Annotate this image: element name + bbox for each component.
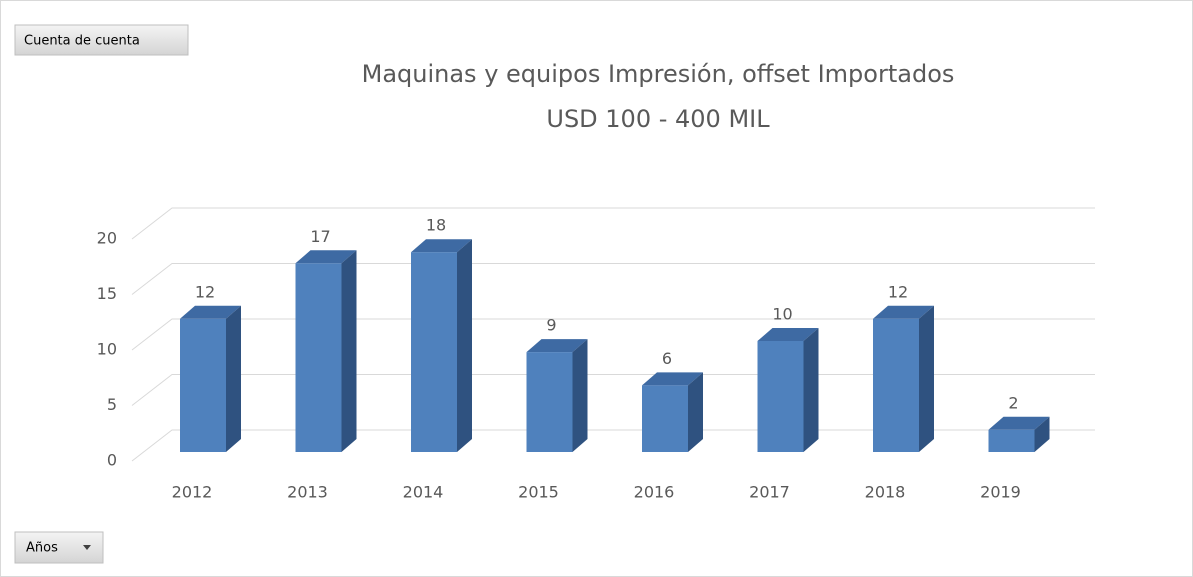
data-label: 12	[888, 282, 908, 301]
x-tick-label: 2019	[980, 483, 1021, 502]
y-tick-label: 20	[97, 229, 117, 248]
value-field-button[interactable]	[14, 24, 189, 56]
x-tick-label: 2016	[634, 483, 675, 502]
bar-top	[526, 339, 588, 353]
x-tick-label: 2014	[403, 483, 444, 502]
bar	[180, 318, 226, 452]
grid-line	[131, 263, 1095, 295]
y-tick-label: 10	[97, 340, 117, 359]
y-tick-label: 0	[107, 451, 117, 470]
bar	[873, 318, 919, 452]
bar	[526, 352, 573, 452]
y-tick-label: 15	[97, 284, 117, 303]
bar	[642, 385, 688, 452]
dropdown-arrow	[83, 545, 91, 550]
bar-side	[688, 372, 703, 452]
bar-top	[873, 305, 934, 319]
data-label: 10	[772, 305, 792, 324]
data-label: 9	[546, 316, 556, 335]
data-label: 6	[662, 349, 672, 368]
data-label: 18	[426, 216, 446, 235]
axis-field-button-label: Años	[26, 541, 58, 556]
bar-side	[803, 328, 819, 452]
bar-top	[411, 239, 472, 253]
bar-top	[988, 416, 1050, 430]
bar-top	[757, 328, 819, 341]
bar-side	[572, 339, 588, 452]
x-tick-label: 2017	[749, 483, 790, 502]
x-tick-label: 2012	[172, 483, 213, 502]
bar-side	[226, 305, 241, 452]
grid-line	[131, 207, 1095, 240]
chart-title: Maquinas y equipos Impresión, offset Imp…	[362, 60, 955, 88]
bar-side	[341, 250, 357, 452]
bar	[295, 263, 342, 452]
bar	[411, 252, 457, 452]
x-tick-label: 2013	[287, 483, 328, 502]
bar-top	[295, 250, 357, 264]
bar	[757, 341, 804, 452]
x-tick-label: 2015	[518, 483, 559, 502]
data-label: 17	[310, 227, 330, 246]
chart-subtitle: USD 100 - 400 MIL	[546, 105, 770, 133]
bar	[988, 429, 1035, 452]
bar-top	[642, 372, 703, 386]
grid-line	[131, 318, 1095, 351]
bar-side	[919, 305, 934, 452]
data-label: 12	[195, 282, 215, 301]
value-field-button-label: Cuenta de cuenta	[24, 34, 140, 49]
y-tick-label: 5	[107, 395, 117, 414]
bar-side	[457, 239, 472, 452]
bar-top	[180, 305, 241, 319]
bar-side	[1034, 416, 1050, 452]
x-tick-label: 2018	[865, 483, 906, 502]
data-label: 2	[1008, 393, 1018, 412]
